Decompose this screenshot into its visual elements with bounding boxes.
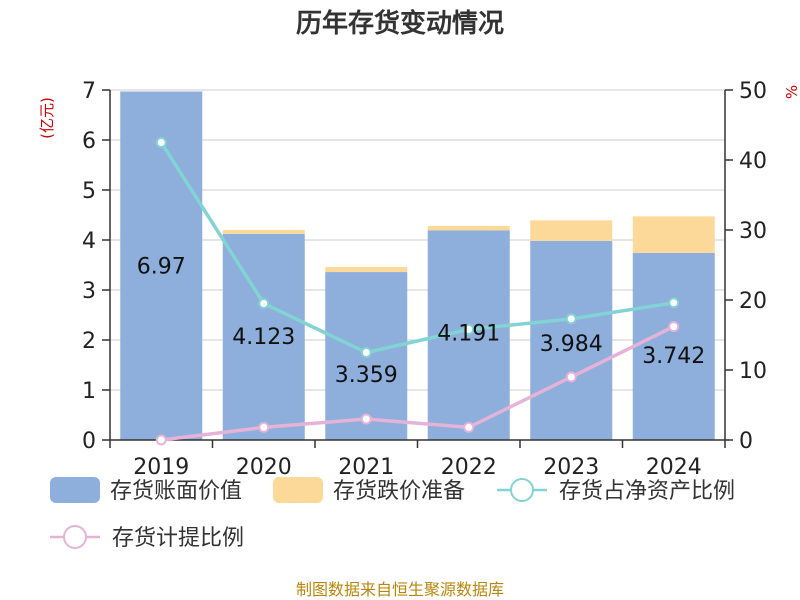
series-lines: [155, 137, 680, 446]
left-tick-label: 1: [82, 379, 96, 404]
data-label: 4.191: [437, 321, 500, 346]
axes: 0 1 2 3 4 5 6 7 0 10 20 30 40 50 2019 2020 2021 2022 2023 2…: [82, 79, 767, 480]
bar-provision: [325, 267, 408, 273]
bar-book-value: [222, 233, 305, 440]
legend-swatch: [50, 477, 100, 503]
right-axis-unit: %: [783, 85, 800, 99]
bar-book-value: [530, 240, 613, 440]
provision-ratio-point: [258, 421, 270, 433]
right-tick-label: 20: [739, 289, 767, 314]
right-tick-label: 50: [739, 79, 767, 104]
provision-ratio-line: [161, 325, 675, 442]
left-axis-unit: (亿元): [38, 97, 56, 139]
data-label: 3.984: [540, 332, 603, 357]
legend-label: 存货跌价准备: [333, 479, 465, 504]
provision-ratio-point: [463, 421, 475, 433]
provision-ratio-point: [360, 413, 372, 425]
ratio-net-assets-point: [360, 347, 372, 358]
right-tick-label: 0: [739, 429, 753, 454]
bar-provision: [222, 229, 305, 234]
legend-swatch-marker: [63, 525, 87, 549]
bar-book-value: [120, 91, 203, 440]
right-tick-label: 40: [739, 149, 767, 174]
ratio-net-assets-point: [155, 137, 167, 148]
x-tick-label: 2024: [646, 455, 702, 480]
left-tick-label: 6: [82, 129, 96, 154]
legend-label: 存货账面价值: [110, 479, 242, 504]
ratio-net-assets-point: [565, 313, 577, 325]
provision-ratio-point: [668, 321, 680, 333]
ratio-net-assets-point: [668, 297, 680, 309]
data-label: 3.742: [642, 344, 705, 369]
x-tick-label: 2022: [441, 455, 497, 480]
legend-swatch: [273, 477, 323, 503]
ratio-net-assets-point: [258, 298, 270, 309]
ratio-net-assets-point: [463, 323, 475, 335]
legend-label: 存货计提比例: [112, 526, 244, 551]
legend-label: 存货占净资产比例: [559, 479, 735, 504]
left-tick-label: 0: [82, 429, 96, 454]
x-tick-label: 2020: [236, 455, 292, 480]
bar-provision: [632, 216, 715, 253]
data-label: 4.123: [232, 325, 295, 350]
left-tick-label: 5: [82, 179, 96, 204]
grid-lines: [110, 89, 725, 391]
x-tick-label: 2021: [338, 455, 394, 480]
data-labels: 6.97 4.123 3.359 4.191 3.984 3.742: [137, 255, 705, 389]
source-note: 制图数据来自恒生聚源数据库: [296, 580, 504, 599]
bars: [120, 91, 715, 440]
left-tick-label: 7: [82, 79, 96, 104]
bar-provision: [427, 225, 510, 231]
left-tick-label: 3: [82, 279, 96, 304]
bar-provision: [530, 220, 613, 241]
x-tick-label: 2023: [543, 455, 599, 480]
data-label: 3.359: [335, 363, 398, 388]
right-tick-label: 30: [739, 219, 767, 244]
provision-ratio-point: [155, 434, 167, 446]
x-tick-label: 2019: [133, 455, 189, 480]
left-tick-label: 2: [82, 329, 96, 354]
data-label: 6.97: [137, 255, 186, 280]
bar-book-value: [632, 252, 715, 440]
provision-ratio-point: [565, 371, 577, 383]
legend-swatch-marker: [510, 478, 534, 502]
ratio-net-assets-line: [159, 141, 675, 355]
left-tick-label: 4: [82, 229, 96, 254]
right-tick-label: 10: [739, 359, 767, 384]
chart-title: 历年存货变动情况: [296, 8, 504, 39]
